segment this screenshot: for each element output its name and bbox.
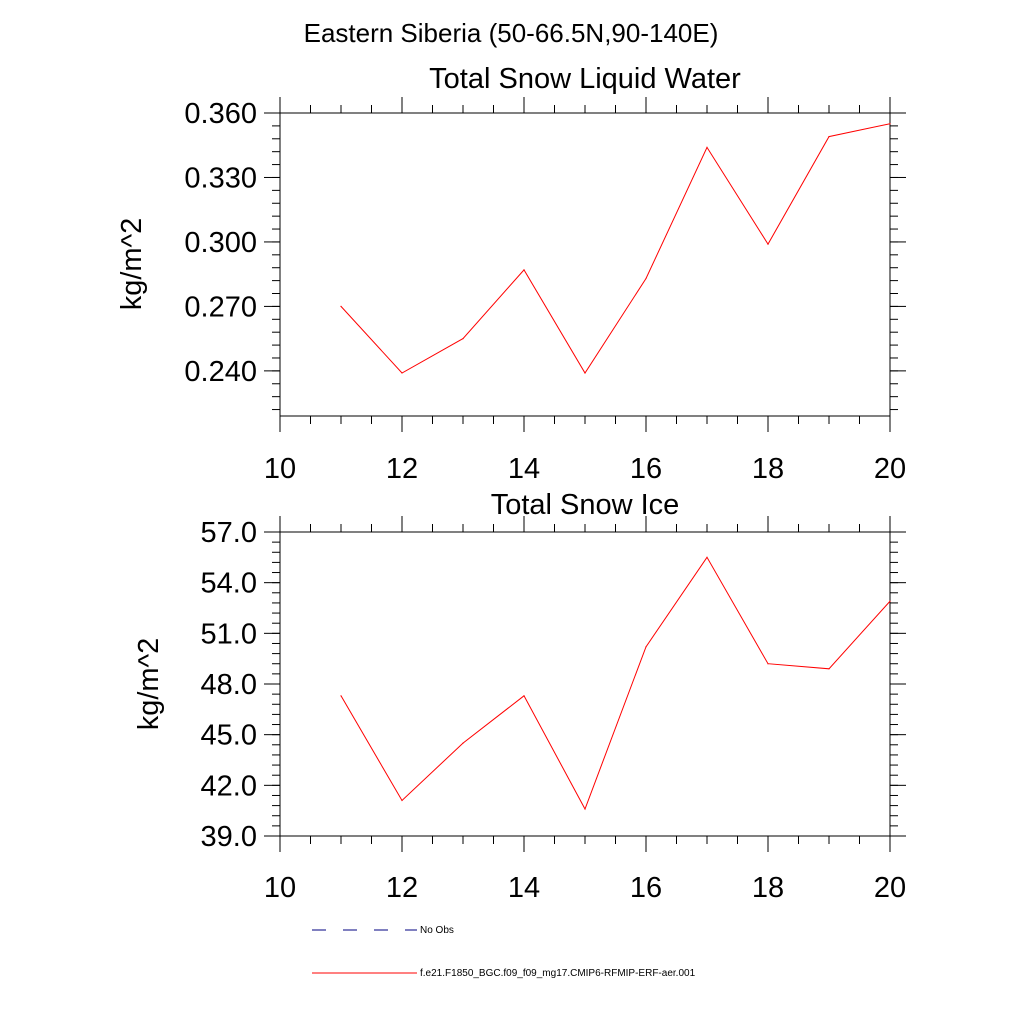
data-point — [645, 646, 647, 648]
legend: No Obs f.e21.F1850_BGC.f09_f09_mg17.CMIP6… — [312, 925, 696, 979]
x-tick-label: 14 — [508, 453, 540, 485]
series-line — [340, 123, 891, 374]
x-tick-label: 12 — [386, 453, 418, 485]
data-point — [340, 695, 342, 697]
data-point — [523, 269, 525, 271]
x-tick-label: 18 — [752, 872, 784, 904]
y-tick-label: 0.330 — [184, 162, 257, 194]
data-point — [706, 146, 708, 148]
panel-snow-liquid-water: Total Snow Liquid Water 10 12 14 16 18 20 0.240… — [116, 63, 906, 485]
x-tick-label: 16 — [630, 453, 662, 485]
x-tick-label: 10 — [264, 872, 296, 904]
legend-label: No Obs — [420, 925, 454, 936]
data-point — [401, 372, 403, 374]
y-tick-label: 45.0 — [201, 720, 257, 752]
data-point — [584, 808, 586, 810]
data-point — [645, 277, 647, 280]
plot-frame — [279, 531, 891, 837]
x-tick-label: 16 — [630, 872, 662, 904]
data-point — [706, 556, 708, 558]
data-point — [767, 663, 769, 665]
data-point — [828, 668, 830, 670]
x-tick-label: 20 — [874, 453, 906, 485]
x-tick-label: 10 — [264, 453, 296, 485]
data-point — [889, 600, 891, 602]
data-point — [401, 799, 403, 802]
y-tick-label: 0.240 — [184, 356, 257, 388]
data-point — [828, 136, 830, 138]
x-tick-label: 14 — [508, 872, 540, 904]
y-tick-label: 0.300 — [184, 227, 257, 259]
data-point — [462, 742, 464, 744]
x-tick-label: 18 — [752, 453, 784, 485]
data-point — [340, 305, 342, 308]
data-point — [767, 243, 769, 245]
y-tick-label: 0.360 — [184, 98, 257, 130]
panel-snow-ice: Total Snow Ice 10 12 14 16 18 20 39.0 42.0 45.0 48… — [133, 489, 906, 904]
y-axis-label: kg/m^2 — [116, 218, 148, 311]
y-tick-label: 51.0 — [201, 618, 257, 650]
panel-title: Total Snow Liquid Water — [429, 63, 741, 95]
panel-title: Total Snow Ice — [491, 489, 680, 521]
data-point — [523, 695, 525, 697]
data-point — [584, 372, 586, 374]
y-tick-label: 42.0 — [201, 770, 257, 802]
y-tick-label: 0.270 — [184, 291, 257, 323]
y-tick-label: 57.0 — [201, 517, 257, 549]
series-line — [340, 556, 891, 811]
data-point — [462, 338, 464, 340]
y-axis-label: kg/m^2 — [133, 638, 165, 731]
x-tick-label: 12 — [386, 872, 418, 904]
data-point — [889, 123, 891, 125]
y-tick-label: 54.0 — [201, 568, 257, 600]
legend-label: f.e21.F1850_BGC.f09_f09_mg17.CMIP6-RFMIP… — [420, 968, 696, 979]
figure-title: Eastern Siberia (50-66.5N,90-140E) — [303, 18, 719, 48]
plot-frame — [279, 112, 891, 417]
y-tick-label: 48.0 — [201, 669, 257, 701]
x-tick-label: 20 — [874, 872, 906, 904]
y-tick-label: 39.0 — [201, 821, 257, 853]
